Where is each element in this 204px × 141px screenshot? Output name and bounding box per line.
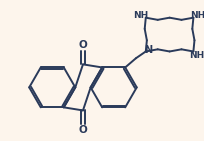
Text: N: N	[143, 45, 152, 55]
Text: O: O	[78, 40, 87, 50]
Text: O: O	[78, 125, 87, 135]
Text: NH: NH	[190, 11, 204, 20]
Text: NH: NH	[132, 11, 147, 20]
Text: NH: NH	[188, 51, 204, 60]
